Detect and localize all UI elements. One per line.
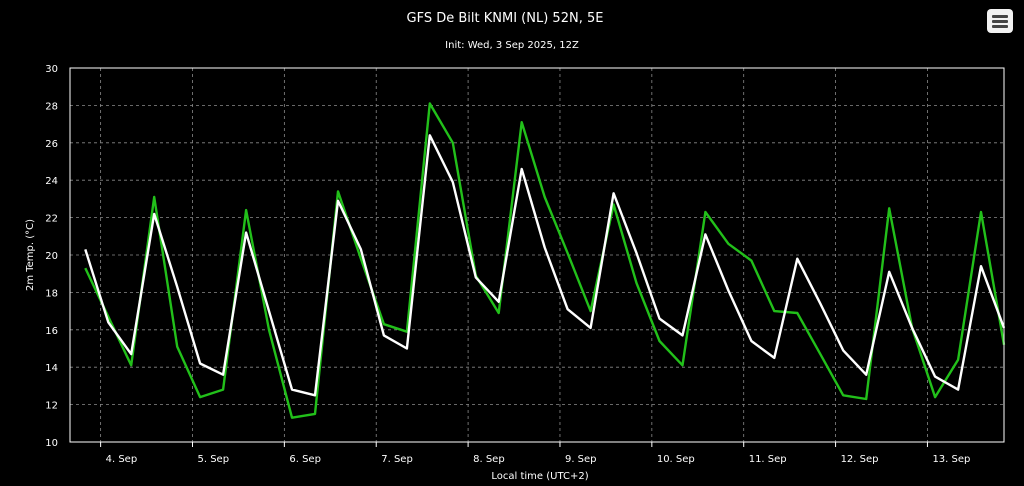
- y-tick-label: 22: [45, 214, 58, 225]
- x-tick-label: 9. Sep: [565, 454, 597, 465]
- y-tick-label: 26: [45, 139, 58, 150]
- menu-icon-bar: [992, 20, 1008, 23]
- chart-title: GFS De Bilt KNMI (NL) 52N, 5E: [407, 11, 604, 26]
- x-tick-label: 5. Sep: [197, 454, 229, 465]
- y-axis-ticks: 10 12 14 16 18 20 22 24 26 28 30: [45, 64, 58, 449]
- x-axis-ticks: 4. Sep 5. Sep 6. Sep 7. Sep 8. Sep 9. Sep 10. …: [100, 442, 970, 465]
- x-tick-label: 10. Sep: [657, 454, 695, 465]
- menu-icon-bar: [992, 25, 1008, 28]
- x-tick-label: 13. Sep: [932, 454, 970, 465]
- x-tick-label: 11. Sep: [749, 454, 787, 465]
- y-tick-label: 24: [45, 176, 58, 187]
- series-line-1: [84, 102, 1006, 419]
- y-tick-label: 14: [45, 363, 58, 374]
- x-tick-label: 6. Sep: [289, 454, 321, 465]
- plot-border: [69, 67, 1005, 443]
- menu-icon: [992, 15, 1008, 18]
- y-tick-label: 30: [45, 64, 58, 75]
- y-tick-label: 20: [45, 251, 58, 262]
- y-tick-label: 18: [45, 288, 58, 299]
- x-tick-label: 8. Sep: [473, 454, 505, 465]
- y-tick-label: 16: [45, 326, 58, 337]
- y-tick-label: 12: [45, 401, 58, 412]
- x-tick-label: 7. Sep: [381, 454, 413, 465]
- x-axis-label: Local time (UTC+2): [491, 471, 588, 482]
- y-tick-label: 10: [45, 438, 58, 449]
- y-tick-label: 28: [45, 101, 58, 112]
- chart-subtitle: Init: Wed, 3 Sep 2025, 12Z: [445, 40, 579, 51]
- x-tick-label: 4. Sep: [106, 454, 138, 465]
- chart-menu-button[interactable]: [987, 9, 1013, 33]
- y-axis-label: 2m Temp. (°C): [25, 219, 36, 291]
- series-line-0: [84, 134, 1006, 397]
- x-tick-label: 12. Sep: [841, 454, 879, 465]
- series-group: [84, 102, 1006, 419]
